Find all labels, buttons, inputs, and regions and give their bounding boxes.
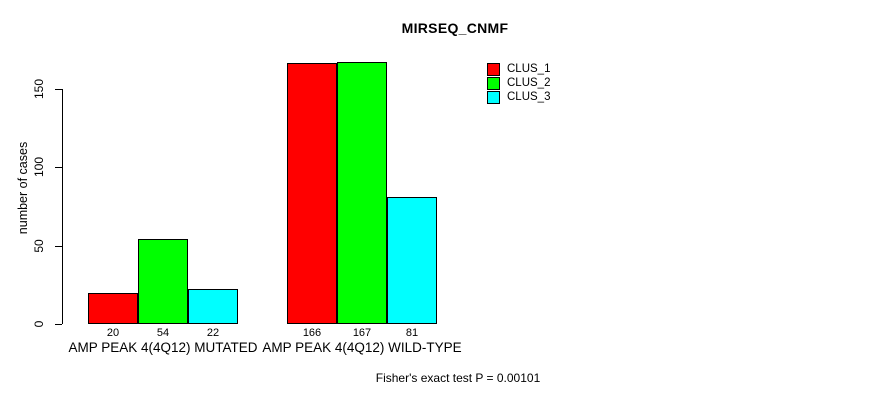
bar-value-label: 20 — [106, 327, 120, 339]
group-label: AMP PEAK 4(4Q12) MUTATED — [68, 340, 258, 355]
chart-title: MIRSEQ_CNMF — [401, 20, 509, 36]
bar-clus_2-group2 — [337, 62, 387, 324]
y-tick-label: 100 — [32, 156, 46, 178]
bar-clus_3-group1 — [188, 289, 238, 324]
bar-clus_1-group2 — [287, 63, 337, 324]
y-tick-label: 150 — [32, 78, 46, 100]
bar-clus_3-group2 — [387, 197, 437, 324]
group-label: AMP PEAK 4(4Q12) WILD-TYPE — [262, 340, 462, 355]
legend-item-label: CLUS_1 — [507, 63, 551, 75]
y-tick — [55, 167, 62, 168]
legend-item-clus_2: CLUS_2 — [487, 76, 550, 90]
legend-item-label: CLUS_3 — [507, 91, 551, 103]
legend-item-clus_1: CLUS_1 — [487, 62, 550, 76]
y-axis-label: number of cases — [16, 141, 30, 235]
legend-swatch — [487, 62, 500, 76]
bar-value-label: 54 — [156, 327, 170, 339]
y-tick-label: 0 — [32, 320, 46, 328]
bar-value-label: 81 — [405, 327, 419, 339]
legend-swatch — [487, 90, 500, 104]
footer-stat: Fisher's exact test P = 0.00101 — [375, 371, 541, 385]
bar-clus_1-group1 — [88, 293, 138, 324]
y-tick — [55, 246, 62, 247]
y-axis-line — [62, 89, 63, 324]
legend-item-label: CLUS_2 — [507, 77, 551, 89]
y-tick — [55, 324, 62, 325]
bar-value-label: 167 — [352, 327, 372, 339]
legend-swatch — [487, 76, 500, 90]
legend: CLUS_1 CLUS_2 CLUS_3 — [487, 62, 550, 104]
bar-value-label: 22 — [206, 327, 220, 339]
legend-item-clus_3: CLUS_3 — [487, 90, 550, 104]
bar-value-label: 166 — [302, 327, 322, 339]
y-tick — [55, 89, 62, 90]
bar-clus_2-group1 — [138, 239, 188, 324]
y-tick-label: 50 — [32, 239, 46, 253]
